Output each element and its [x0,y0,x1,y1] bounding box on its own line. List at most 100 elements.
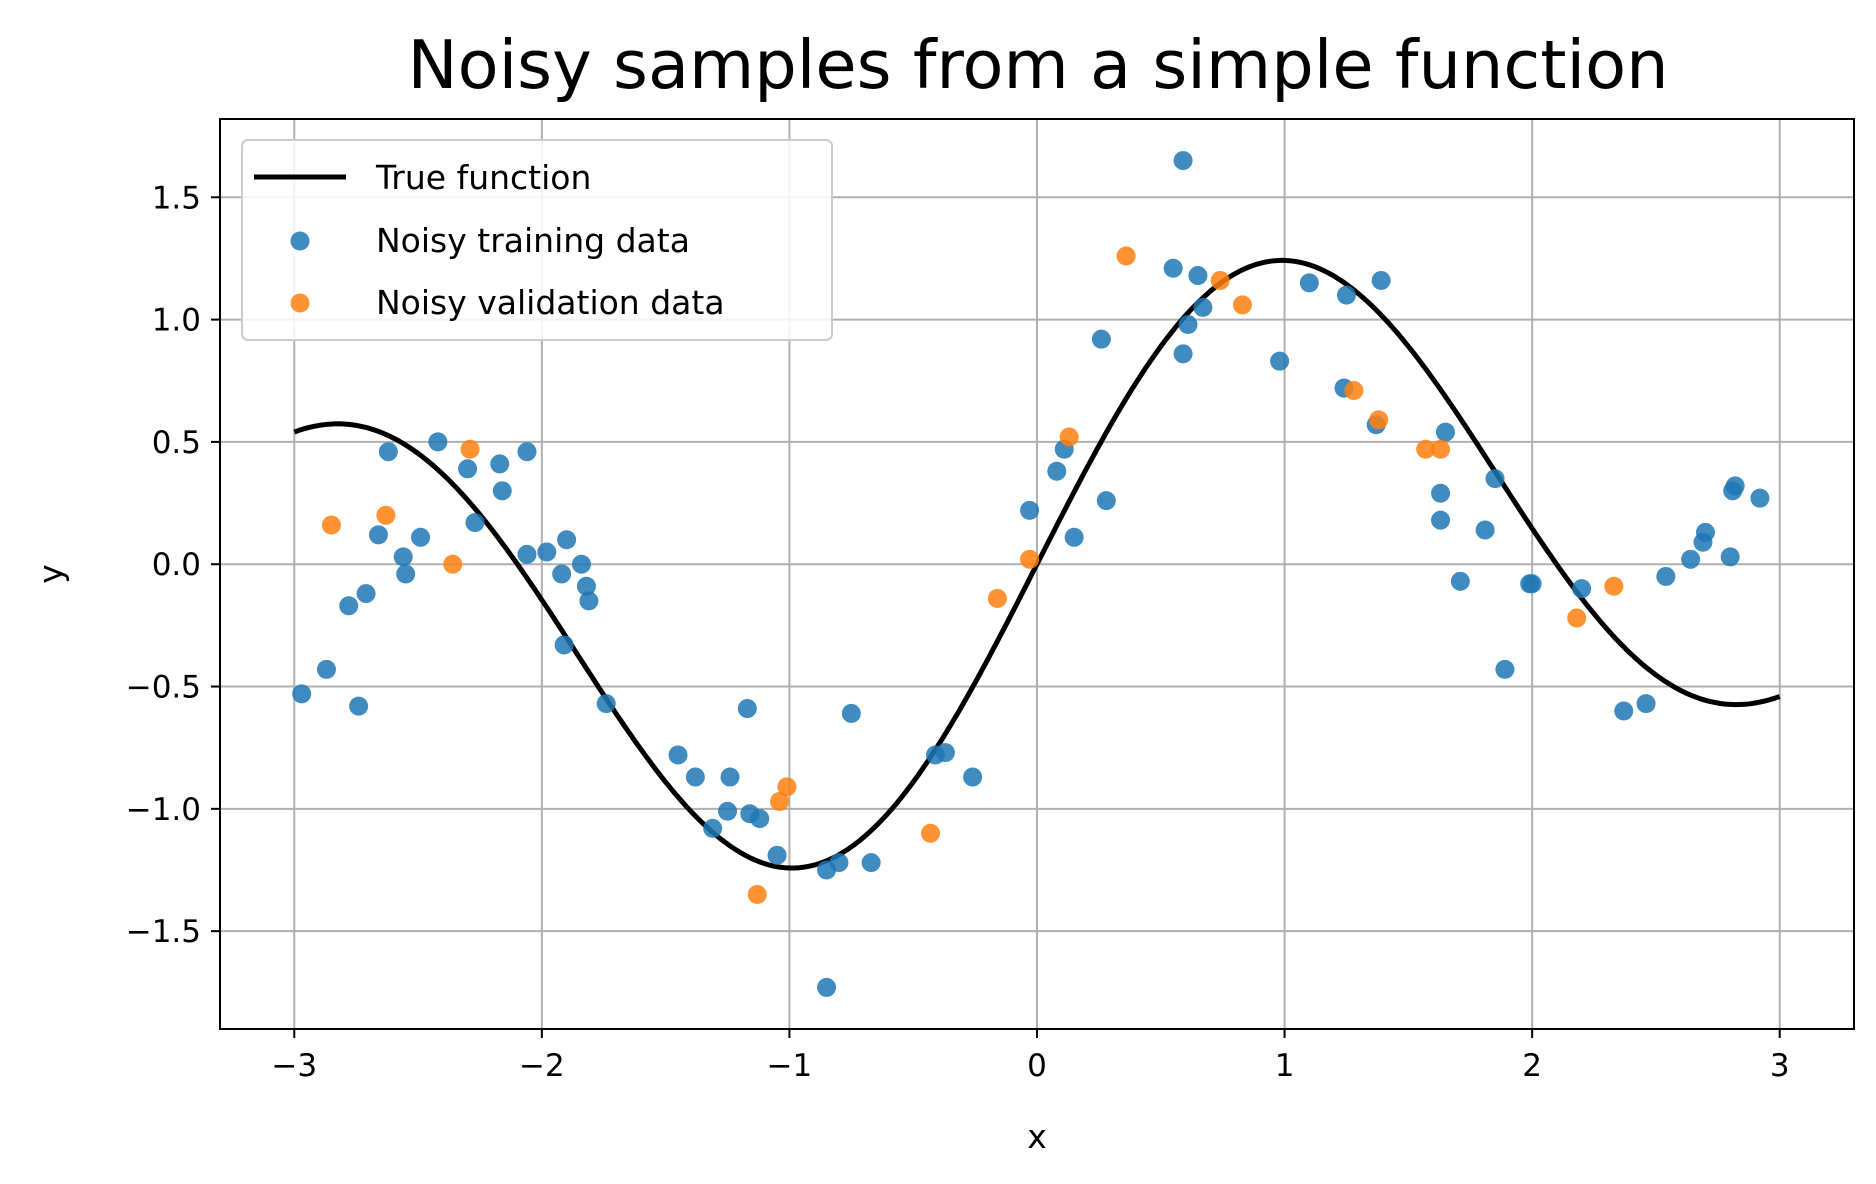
y-tick-label: 0.5 [152,425,201,461]
training-point [465,513,485,533]
training-point [829,853,849,873]
training-point [428,432,448,452]
validation-point [777,777,797,797]
training-point [517,442,537,462]
training-point [517,544,537,564]
x-axis-label: x [1027,1117,1047,1156]
x-tick-label: 2 [1522,1048,1542,1084]
training-point [737,699,757,719]
y-tick-label: −1.5 [126,914,201,950]
training-point [1064,527,1084,547]
training-point [703,818,723,838]
y-tick-label: 1.0 [152,303,201,339]
validation-point [1416,439,1436,459]
validation-point [1116,246,1136,266]
validation-point [376,505,396,525]
y-tick-label: 0.0 [152,547,201,583]
legend-box [241,139,833,341]
training-point [492,481,512,501]
training-point [841,703,861,723]
training-point [817,977,837,997]
training-point [1431,510,1451,530]
training-point [718,801,738,821]
legend-marker-validation [290,293,310,313]
training-point [316,659,336,679]
training-point [1681,549,1701,569]
training-point [1750,488,1770,508]
training-point [1436,422,1455,442]
training-point [1614,701,1634,721]
training-point [685,767,705,787]
validation-point [1431,439,1451,459]
training-point [1522,574,1542,594]
validation-point [987,588,1007,608]
validation-point [1059,427,1079,447]
training-point [349,696,369,716]
training-point [1173,151,1193,171]
training-point [571,554,591,574]
validation-point [1604,576,1624,596]
grid-lines [220,119,1854,1029]
data-points-layer [292,151,1770,997]
training-point [1720,547,1740,567]
training-point [1475,520,1495,540]
x-tick-label: −2 [519,1048,565,1084]
training-point [458,459,478,479]
training-point [1163,258,1183,278]
legend-label-true-function: True function [375,158,591,197]
training-point [1485,469,1505,489]
x-tick-label: 0 [1027,1048,1047,1084]
training-point [339,596,359,616]
validation-point [460,439,480,459]
training-point [378,442,398,462]
training-point [368,525,388,545]
training-point [576,576,596,596]
training-point [935,743,955,763]
training-point [596,694,616,714]
training-point [356,584,376,604]
training-point [1725,476,1745,496]
training-point [1047,461,1067,481]
y-axis-label: y [31,564,70,584]
validation-point [443,554,463,574]
training-point [1193,297,1213,317]
legend: True function Noisy training data Noisy … [241,139,833,341]
training-point [396,564,416,584]
training-point [750,809,770,829]
training-point [537,542,557,562]
training-point [1188,266,1208,286]
chart-title: Noisy samples from a simple function [407,26,1668,104]
y-tick-label: 1.5 [152,180,201,216]
training-point [1656,566,1676,586]
training-point [861,853,881,873]
legend-label-validation: Noisy validation data [376,283,725,322]
training-point [1173,344,1193,364]
training-point [720,767,740,787]
training-point [1020,500,1040,520]
validation-point [1344,381,1364,401]
validation-point [1020,549,1040,569]
training-point [1096,491,1116,511]
training-point [411,527,431,547]
training-point [393,547,413,567]
training-point [1270,351,1290,371]
validation-point [921,823,941,843]
training-point [1091,329,1111,349]
training-point [767,845,787,865]
training-point [1336,285,1356,305]
y-tick-label: −0.5 [126,670,201,706]
validation-point [1210,270,1230,290]
training-point [490,454,510,474]
x-axis-ticks: −3 −2 −1 0 1 2 3 [271,1029,1790,1084]
training-point [1450,571,1470,591]
training-point [668,745,688,765]
x-tick-label: −1 [767,1048,813,1084]
training-point [1495,659,1515,679]
training-point [292,684,312,704]
y-tick-label: −1.0 [126,792,201,828]
x-tick-label: −3 [271,1048,317,1084]
training-point [1178,314,1198,334]
validation-point [1232,295,1252,315]
legend-marker-training [290,231,310,251]
